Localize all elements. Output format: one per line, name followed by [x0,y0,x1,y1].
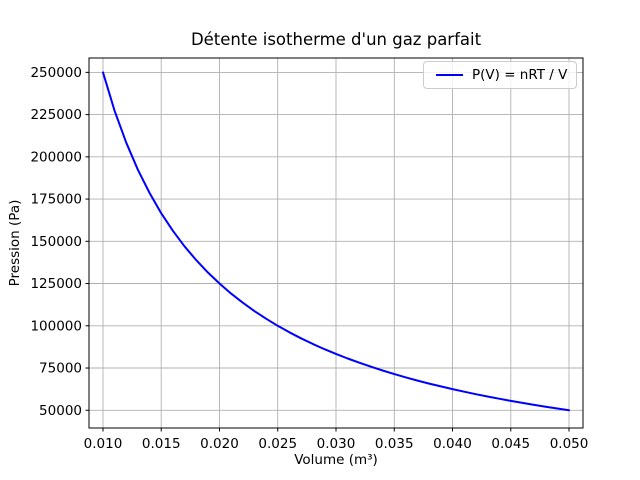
legend-line-sample [436,74,463,76]
isotherm-curve [102,71,570,412]
y-axis-label: Pression (Pa) [7,199,23,287]
x-tick-label: 0.020 [200,436,239,452]
x-tick-label: 0.015 [142,436,181,452]
legend: P(V) = nRT / V [423,61,578,89]
y-tick-label: 100000 [30,318,82,334]
y-tick-label: 50000 [39,403,82,419]
x-tick-label: 0.040 [433,436,472,452]
x-tick-label: 0.010 [84,436,123,452]
axes-spines [88,57,584,429]
x-tick-label: 0.025 [258,436,297,452]
x-tick-label: 0.035 [375,436,414,452]
y-tick-label: 225000 [30,107,82,123]
y-tick-label: 75000 [39,361,82,377]
x-tick-label: 0.050 [550,436,589,452]
y-tick-label: 175000 [30,192,82,208]
y-tick-label: 125000 [30,276,82,292]
x-tick-label: 0.045 [491,436,530,452]
y-tick-label: 200000 [30,149,82,165]
chart-title: Détente isotherme d'un gaz parfait [190,30,482,49]
x-tick-label: 0.030 [317,436,356,452]
y-tick-label: 250000 [30,65,82,81]
y-tick-label: 150000 [30,234,82,250]
x-axis-label: Volume (m³) [294,452,378,468]
legend-label: P(V) = nRT / V [472,67,568,83]
